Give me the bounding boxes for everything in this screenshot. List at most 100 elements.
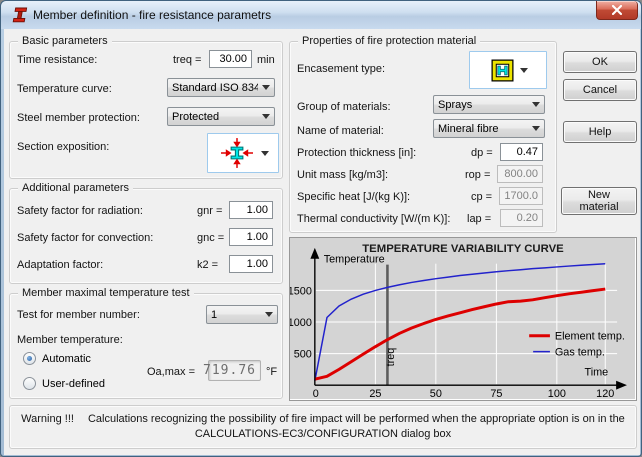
protection-thickness-label: Protection thickness [in]: [297,147,417,159]
chart-title: TEMPERATURE VARIABILITY CURVE [362,243,564,255]
y-axis-title: Temperature [324,254,385,266]
box-encasement-icon [490,58,514,82]
svg-text:500: 500 [294,349,312,361]
chart-grid [315,263,618,385]
steel-protection-combo[interactable]: Protected [167,107,275,126]
steel-protection-label: Steel member protection: [17,112,140,124]
user-defined-radio[interactable]: User-defined [23,377,105,390]
chevron-down-icon [265,312,273,317]
group-of-materials-combo[interactable]: Sprays [433,95,545,114]
k2-prefix: k2 = [197,259,219,271]
user-defined-radio-label: User-defined [42,377,105,390]
time-resistance-label: Time resistance: [17,54,98,66]
i-section-exposed-four-sides-icon [221,138,253,168]
gas-temp-legend-label: Gas temp. [555,347,605,359]
automatic-radio-label: Automatic [42,352,91,365]
thermal-conductivity-input [500,209,543,227]
steel-protection-value: Protected [172,110,220,123]
convection-factor-label: Safety factor for convection: [17,232,154,244]
chevron-down-icon [262,85,270,90]
chevron-down-icon [261,150,269,156]
temperature-curve-value: Standard ISO 834 [172,81,258,94]
temperature-curve-combo[interactable]: Standard ISO 834 [167,78,275,97]
svg-text:1000: 1000 [290,317,312,329]
svg-text:75: 75 [490,388,502,400]
encasement-type-label: Encasement type: [297,63,386,75]
steel-beam-app-icon [11,6,29,24]
close-icon [612,5,622,15]
specific-heat-input [499,187,543,205]
radiation-factor-label: Safety factor for radiation: [17,205,143,217]
name-of-material-combo[interactable]: Mineral fibre [433,119,545,138]
y-axis-arrow-icon [310,247,320,259]
x-axis-arrow-icon [616,380,627,390]
group-of-materials-value: Sprays [438,98,473,111]
y-tick-labels: 500 1000 1500 [288,285,312,361]
oamax-unit-label: °F [266,366,278,378]
basic-parameters-legend: Basic parameters [18,35,112,47]
x-tick-labels: 0 25 50 75 100 120 [313,388,615,400]
gnr-prefix: gnr = [197,205,223,217]
gnc-prefix: gnc = [197,232,225,244]
temperature-chart: TEMPERATURE VARIABILITY CURVE treq Tempe… [288,243,627,400]
svg-text:50: 50 [430,388,442,400]
title-bar[interactable]: Member definition - fire resistance para… [1,1,641,29]
protection-thickness-input[interactable] [500,143,543,161]
radio-icon [23,352,36,365]
time-resistance-input[interactable] [209,50,252,68]
convection-factor-input[interactable] [229,228,273,246]
member-test-group: Member maximal temperature test [9,287,283,399]
chart-legend: Element temp. Gas temp. [529,331,625,359]
temperature-curve-label: Temperature curve: [17,83,112,95]
specific-heat-label: Specific heat [J/(kg K)]: [297,191,411,203]
section-exposition-combo[interactable] [207,133,279,173]
oamax-prefix: Oa,max = [147,366,195,378]
cancel-button[interactable]: Cancel [563,79,637,101]
member-test-legend: Member maximal temperature test [18,287,194,299]
new-material-button[interactable]: New material [561,187,637,215]
svg-text:120: 120 [596,388,614,400]
dp-prefix: dp = [471,147,493,159]
svg-text:1500: 1500 [290,285,312,297]
chart-axes [314,257,619,386]
element-temp-legend-label: Element temp. [555,331,625,343]
gas-temp-line [314,263,606,381]
warning-prefix: Warning !!! [21,413,74,425]
rop-prefix: rop = [465,169,491,181]
test-member-number-value: 1 [211,308,218,321]
cp-prefix: cp = [471,191,493,203]
test-member-number-label: Test for member number: [17,309,140,321]
thermal-conductivity-label: Thermal conductivity [W/(m K)]: [297,213,451,225]
svg-text:25: 25 [369,388,381,400]
window-title: Member definition - fire resistance para… [33,8,272,22]
automatic-radio[interactable]: Automatic [23,352,91,365]
warning-line2: CALCULATIONS-EC3/CONFIGURATION dialog bo… [194,428,452,440]
help-button[interactable]: Help [563,121,637,143]
fire-protection-group: Properties of fire protection material [289,35,557,233]
additional-parameters-group: Additional parameters [9,182,283,284]
radio-icon [23,377,36,390]
chevron-down-icon [262,114,270,119]
x-axis-title: Time [585,366,609,378]
radiation-factor-input[interactable] [229,201,273,219]
element-temp-line [314,287,606,381]
additional-parameters-legend: Additional parameters [18,182,134,194]
chevron-down-icon [532,126,540,131]
adaptation-factor-input[interactable] [229,255,273,273]
unit-mass-label: Unit mass [kg/m3]: [297,169,389,181]
treq-annotation-label: treq [385,348,397,367]
lap-prefix: lap = [467,213,492,225]
encasement-type-combo[interactable] [469,51,547,89]
oamax-display: 719.76 [203,360,261,381]
chevron-down-icon [532,102,540,107]
temperature-chart-panel: TEMPERATURE VARIABILITY CURVE treq Tempe… [288,237,637,401]
name-of-material-label: Name of material: [297,125,384,137]
close-button[interactable] [596,1,638,20]
ok-button[interactable]: OK [563,51,637,73]
fire-protection-legend: Properties of fire protection material [298,35,481,47]
warning-panel: Warning !!! Calculations recognizing the … [9,405,637,449]
svg-text:0: 0 [313,388,319,400]
section-exposition-label: Section exposition: [17,141,110,153]
test-member-number-combo[interactable]: 1 [206,305,278,324]
